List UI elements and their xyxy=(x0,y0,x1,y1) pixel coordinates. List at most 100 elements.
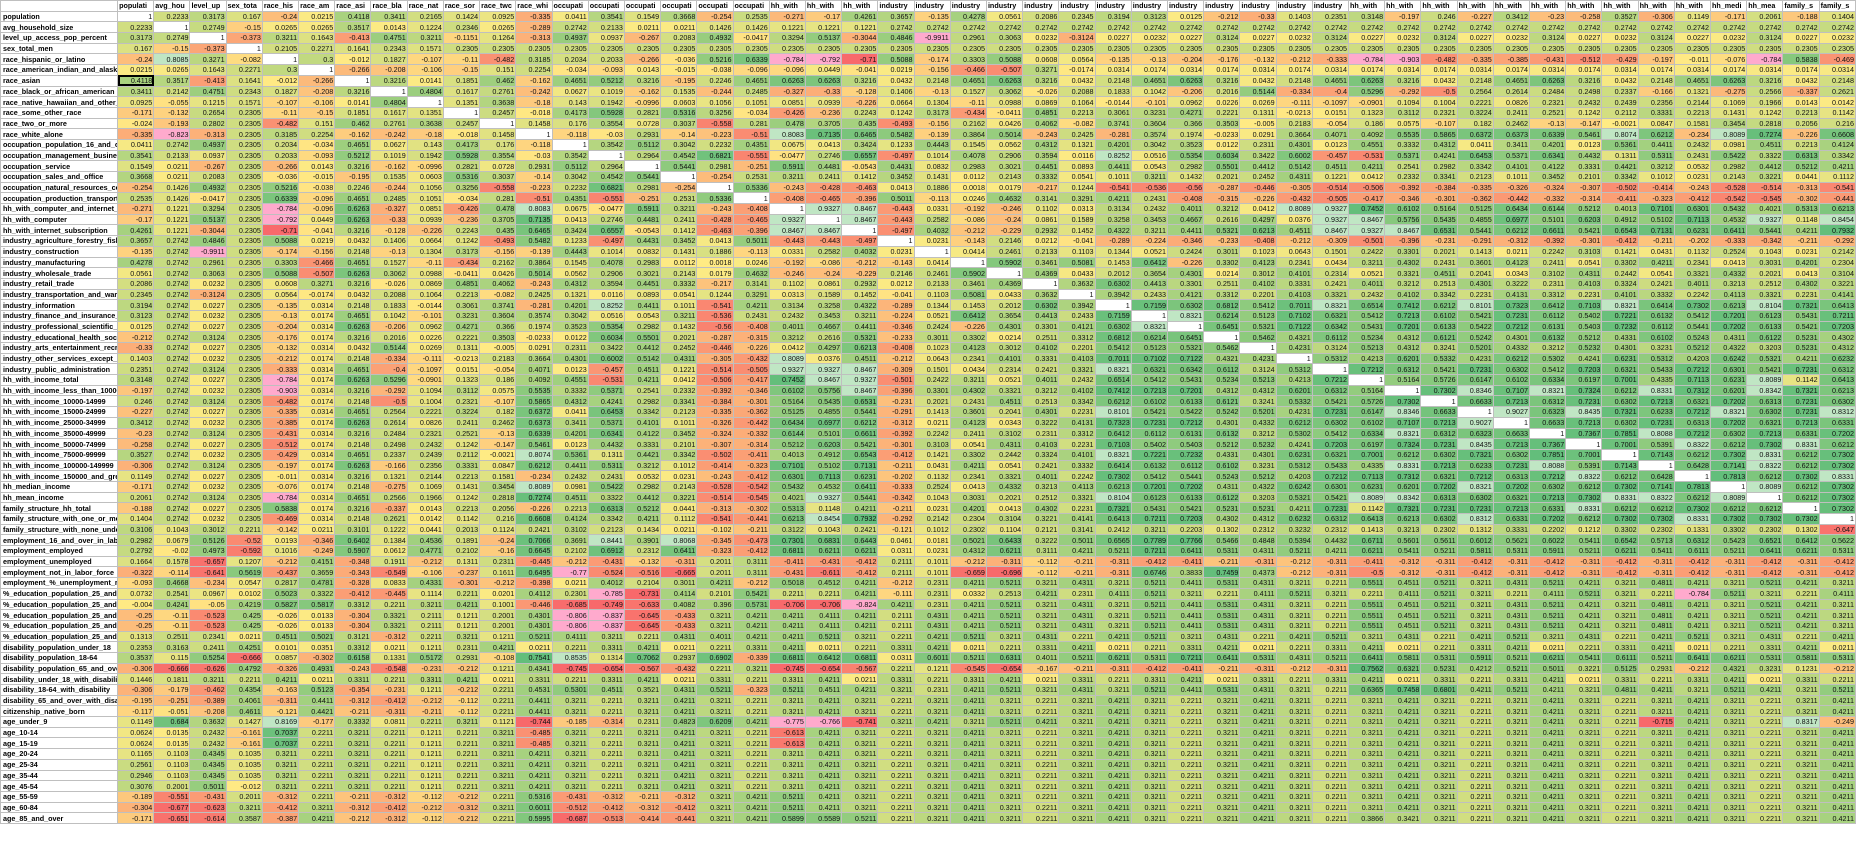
correlation-cell[interactable]: 0.2211 xyxy=(1746,694,1784,707)
correlation-cell[interactable]: 0.2211 xyxy=(1456,790,1494,803)
correlation-cell[interactable]: 0.3211 xyxy=(1275,780,1313,792)
correlation-cell[interactable]: 0.0314 xyxy=(298,363,336,376)
correlation-cell[interactable]: 0.5102 xyxy=(804,459,843,472)
correlation-cell[interactable]: -0.314 xyxy=(1565,192,1603,205)
correlation-cell[interactable]: 0.6302 xyxy=(1818,395,1856,408)
correlation-cell[interactable]: 0.5838 xyxy=(261,502,300,514)
correlation-cell[interactable]: 0.7851 xyxy=(1601,427,1639,440)
correlation-cell[interactable]: -0.096 xyxy=(298,192,336,205)
correlation-cell[interactable]: 1 xyxy=(841,224,879,237)
correlation-cell[interactable]: 0.4651 xyxy=(334,256,372,269)
correlation-cell[interactable]: -0.463 xyxy=(696,224,734,237)
correlation-cell[interactable]: -0.13 xyxy=(370,245,408,258)
correlation-cell[interactable]: -0.903 xyxy=(1384,53,1422,66)
correlation-cell[interactable]: 0.8321 xyxy=(1130,320,1168,333)
correlation-cell[interactable]: -0.107 xyxy=(1420,117,1458,130)
correlation-cell[interactable]: -0.3124 xyxy=(1058,32,1096,44)
correlation-cell[interactable]: 0.2442 xyxy=(985,448,1024,461)
correlation-cell[interactable]: 0.2305 xyxy=(1746,42,1784,55)
correlation-cell[interactable]: 0.4211 xyxy=(1528,801,1567,814)
correlation-cell[interactable]: -0.412 xyxy=(1601,235,1639,247)
correlation-cell[interactable]: 0.0564 xyxy=(1058,53,1096,66)
correlation-cell[interactable]: 0.6302 xyxy=(1420,513,1458,525)
correlation-cell[interactable]: 0.4211 xyxy=(623,673,662,685)
correlation-cell[interactable]: 1 xyxy=(913,245,951,258)
correlation-cell[interactable]: 0.6645 xyxy=(515,545,553,557)
correlation-cell[interactable]: 0.1406 xyxy=(877,85,915,98)
correlation-cell[interactable]: 0.0826 xyxy=(406,416,444,429)
correlation-cell[interactable]: 0.4322 xyxy=(841,299,879,311)
correlation-cell[interactable]: 0.0226 xyxy=(1203,96,1241,108)
correlation-cell[interactable]: 0.0232 xyxy=(189,448,227,461)
correlation-cell[interactable]: -0.412 xyxy=(1456,566,1494,579)
correlation-cell[interactable]: 0.3453 xyxy=(804,309,843,322)
correlation-cell[interactable]: 0.5466 xyxy=(1203,534,1241,547)
correlation-cell[interactable]: -0.162 xyxy=(334,128,372,140)
correlation-cell[interactable]: 0.3211 xyxy=(1420,705,1458,718)
correlation-cell[interactable]: 0.1453 xyxy=(949,299,987,311)
correlation-cell[interactable]: -0.431 xyxy=(804,555,843,568)
correlation-cell[interactable]: -0.135 xyxy=(261,299,300,311)
column-header[interactable]: hh_with xyxy=(768,0,806,12)
correlation-cell[interactable]: 0.7458 xyxy=(1384,684,1422,696)
correlation-cell[interactable]: 0.4413 xyxy=(1130,277,1168,290)
correlation-cell[interactable]: 0.4211 xyxy=(515,758,553,771)
correlation-cell[interactable]: 0.3211 xyxy=(1709,790,1748,803)
correlation-cell[interactable]: -0.307 xyxy=(1565,181,1603,194)
correlation-cell[interactable]: 0.5411 xyxy=(1637,545,1675,557)
correlation-cell[interactable]: 0.2742 xyxy=(1782,21,1820,34)
correlation-cell[interactable]: 0.7302 xyxy=(1094,470,1132,482)
correlation-cell[interactable]: 0.3211 xyxy=(1203,705,1241,718)
column-header[interactable]: hh_medi xyxy=(1709,0,1748,12)
correlation-cell[interactable]: 0.3211 xyxy=(1782,705,1820,718)
correlation-cell[interactable]: 0.5211 xyxy=(1275,587,1313,600)
correlation-cell[interactable]: -0.212 xyxy=(949,555,987,568)
correlation-cell[interactable]: 0.4211 xyxy=(768,641,806,653)
correlation-cell[interactable]: -0.384 xyxy=(696,395,734,408)
correlation-cell[interactable]: 0.5101 xyxy=(804,427,843,440)
correlation-cell[interactable]: 0.0211 xyxy=(1673,641,1712,653)
correlation-cell[interactable]: 0.7202 xyxy=(1818,427,1856,440)
correlation-cell[interactable]: 0.5311 xyxy=(1420,651,1458,664)
correlation-cell[interactable]: 0.4278 xyxy=(117,256,155,269)
correlation-cell[interactable]: 0.8104 xyxy=(1094,491,1132,504)
correlation-cell[interactable]: 0.0232 xyxy=(189,480,227,493)
correlation-cell[interactable]: 0.3216 xyxy=(334,470,372,482)
correlation-cell[interactable]: 0.7203 xyxy=(1818,320,1856,333)
correlation-cell[interactable]: 0.4219 xyxy=(225,598,263,611)
correlation-cell[interactable]: 0.4932 xyxy=(696,32,734,44)
correlation-cell[interactable]: 0.3517 xyxy=(334,21,372,34)
correlation-cell[interactable]: 0.4071 xyxy=(1311,128,1349,140)
correlation-cell[interactable]: 0.4511 xyxy=(985,395,1024,408)
correlation-cell[interactable]: 0.2021 xyxy=(660,331,698,343)
correlation-cell[interactable]: 0.0133 xyxy=(298,609,336,621)
correlation-cell[interactable]: 0.6341 xyxy=(1528,149,1567,162)
correlation-cell[interactable]: -0.741 xyxy=(841,716,879,728)
correlation-cell[interactable]: 0.2305 xyxy=(225,299,263,311)
correlation-cell[interactable]: 0.1215 xyxy=(189,96,227,108)
correlation-cell[interactable]: 0.1833 xyxy=(1094,85,1132,98)
correlation-cell[interactable]: 0.5301 xyxy=(551,684,589,696)
correlation-cell[interactable]: 0.7932 xyxy=(1818,224,1856,237)
correlation-cell[interactable]: 0.2211 xyxy=(479,694,517,707)
correlation-cell[interactable]: 0.2457 xyxy=(479,106,517,119)
correlation-cell[interactable]: 0.3211 xyxy=(1347,256,1386,269)
correlation-cell[interactable]: 0.6977 xyxy=(1492,213,1530,226)
correlation-cell[interactable]: 0.6133 xyxy=(1746,320,1784,333)
correlation-cell[interactable]: 0.4311 xyxy=(1239,598,1277,611)
correlation-cell[interactable]: -0.414 xyxy=(1637,181,1675,194)
row-label[interactable]: industry_other_services_except_public xyxy=(0,352,119,365)
correlation-cell[interactable]: 0.3312 xyxy=(1058,331,1096,343)
correlation-cell[interactable]: 0.3211 xyxy=(913,758,951,771)
correlation-cell[interactable]: 0.2433 xyxy=(1130,288,1168,301)
correlation-cell[interactable]: -0.373 xyxy=(189,42,227,55)
correlation-cell[interactable]: 0.1012 xyxy=(1637,171,1675,183)
correlation-cell[interactable]: -0.558 xyxy=(696,117,734,130)
correlation-cell[interactable]: -0.212 xyxy=(1275,555,1313,568)
correlation-cell[interactable]: 0.2742 xyxy=(1166,21,1205,34)
correlation-cell[interactable]: 0.3211 xyxy=(1058,694,1096,707)
correlation-cell[interactable]: 0.3211 xyxy=(1347,780,1386,792)
correlation-cell[interactable]: 0.2033 xyxy=(587,53,625,66)
correlation-cell[interactable]: 0.0123 xyxy=(551,363,589,376)
correlation-cell[interactable]: 0.8435 xyxy=(1565,406,1603,418)
